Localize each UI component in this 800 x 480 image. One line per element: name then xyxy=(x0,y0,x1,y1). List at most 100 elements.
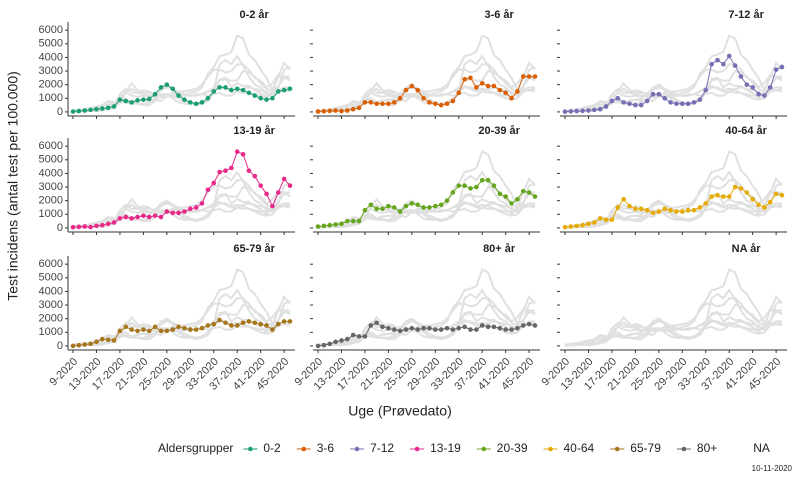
data-point xyxy=(100,336,105,342)
data-point xyxy=(205,323,211,328)
legend-swatch-dot xyxy=(354,446,360,452)
y-tick-label: 3000 xyxy=(39,299,63,311)
legend-label: 40-64 xyxy=(564,441,595,455)
data-point xyxy=(146,214,152,220)
data-point xyxy=(258,321,263,327)
data-point xyxy=(633,206,638,212)
data-point xyxy=(158,85,164,90)
data-point xyxy=(532,194,538,199)
data-point xyxy=(217,169,222,175)
data-point xyxy=(709,61,714,67)
data-point xyxy=(485,83,491,89)
data-point xyxy=(515,89,520,94)
y-tick-label: 0 xyxy=(57,106,63,118)
data-point xyxy=(668,207,673,213)
data-point xyxy=(345,336,350,342)
data-point xyxy=(515,325,520,331)
data-point xyxy=(450,190,456,195)
data-point xyxy=(356,105,362,111)
data-point xyxy=(444,101,450,107)
panel-title: 7-12 år xyxy=(728,9,764,21)
data-point xyxy=(187,327,193,332)
data-point xyxy=(240,87,246,93)
data-point xyxy=(211,180,217,186)
data-point xyxy=(223,85,228,90)
y-tick-label: 1000 xyxy=(39,326,63,338)
data-point xyxy=(474,327,479,332)
data-point xyxy=(386,325,391,331)
data-point xyxy=(339,338,344,343)
data-point xyxy=(264,97,269,102)
data-point xyxy=(609,98,615,104)
data-point xyxy=(674,101,679,107)
data-point xyxy=(562,224,568,230)
data-point xyxy=(520,74,526,79)
data-point xyxy=(532,74,538,79)
panel-title: 13-19 år xyxy=(233,125,275,137)
data-point xyxy=(515,197,520,202)
data-point xyxy=(70,109,76,114)
data-point xyxy=(229,165,234,171)
data-point xyxy=(421,325,426,331)
data-point xyxy=(468,327,473,332)
data-point xyxy=(415,202,421,208)
data-point xyxy=(164,82,170,87)
data-point xyxy=(76,224,82,230)
legend-label: 7-12 xyxy=(370,441,394,455)
data-point xyxy=(146,96,152,102)
y-tick-label: 4000 xyxy=(39,167,63,179)
background-line xyxy=(317,87,536,113)
data-point xyxy=(287,183,293,188)
data-point xyxy=(421,205,426,210)
data-point xyxy=(315,224,321,229)
data-point xyxy=(391,205,397,210)
data-point xyxy=(485,177,491,183)
data-point xyxy=(726,194,732,199)
data-point xyxy=(380,101,385,107)
legend-label: 20-39 xyxy=(497,441,528,455)
data-point xyxy=(321,108,327,114)
data-point xyxy=(462,183,467,188)
data-point xyxy=(199,201,205,206)
data-point xyxy=(633,102,638,108)
data-point xyxy=(491,324,497,330)
data-point xyxy=(491,183,497,188)
background-line xyxy=(564,150,783,229)
y-tick-label: 2000 xyxy=(39,195,63,207)
data-point xyxy=(415,327,421,332)
data-point xyxy=(685,101,691,107)
y-tick-label: 6000 xyxy=(39,140,63,152)
data-point xyxy=(321,223,327,229)
background-line xyxy=(317,203,536,229)
background-line xyxy=(317,318,535,347)
data-point xyxy=(94,339,99,345)
legend-swatch-dot xyxy=(614,446,620,452)
data-point xyxy=(350,332,356,338)
y-tick-label: 4000 xyxy=(39,285,63,297)
data-point xyxy=(82,342,88,347)
data-point xyxy=(176,210,181,216)
data-point xyxy=(229,87,234,93)
data-point xyxy=(520,188,526,194)
data-point xyxy=(438,202,444,208)
data-point xyxy=(462,76,467,82)
data-point xyxy=(621,197,626,202)
legend-label: 65-79 xyxy=(630,441,661,455)
data-point xyxy=(679,209,685,214)
data-point xyxy=(193,327,199,332)
data-point xyxy=(609,217,615,223)
data-point xyxy=(327,108,333,114)
data-point xyxy=(264,191,269,197)
data-point xyxy=(105,105,111,111)
data-point xyxy=(568,224,574,229)
data-point xyxy=(362,334,368,339)
data-point xyxy=(333,339,338,345)
data-point xyxy=(638,206,644,212)
data-point xyxy=(497,325,503,331)
data-point xyxy=(252,320,258,326)
data-point xyxy=(356,218,362,224)
data-point xyxy=(756,202,761,208)
data-point xyxy=(503,194,508,199)
data-point xyxy=(82,108,88,113)
data-point xyxy=(397,209,403,214)
